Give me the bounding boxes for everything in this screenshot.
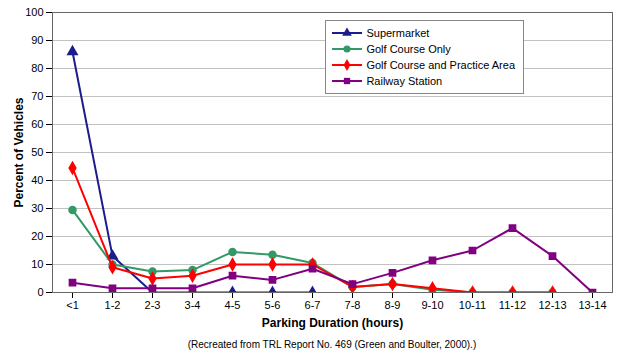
html-text:Golf Course and Practice Area: Golf Course and Practice Area bbox=[366, 59, 515, 71]
svg-text:2-3: 2-3 bbox=[145, 299, 161, 311]
svg-text:0: 0 bbox=[37, 286, 43, 298]
svg-text:100: 100 bbox=[25, 6, 43, 18]
svg-text:8-9: 8-9 bbox=[385, 299, 401, 311]
svg-text:10-11: 10-11 bbox=[459, 299, 486, 311]
svg-text:60: 60 bbox=[31, 118, 43, 130]
svg-text:20: 20 bbox=[31, 230, 43, 242]
svg-text:12-13: 12-13 bbox=[538, 299, 566, 311]
html-text:Golf Course Only: Golf Course Only bbox=[366, 43, 451, 55]
html-text:Supermarket: Supermarket bbox=[366, 27, 430, 39]
svg-text:3-4: 3-4 bbox=[185, 299, 201, 311]
svg-text:13-14: 13-14 bbox=[578, 299, 606, 311]
svg-text:10: 10 bbox=[31, 258, 43, 270]
svg-text:Percent of Vehicles: Percent of Vehicles bbox=[12, 97, 26, 207]
svg-text:5-6: 5-6 bbox=[265, 299, 281, 311]
svg-text:6-7: 6-7 bbox=[305, 299, 321, 311]
svg-text:9-10: 9-10 bbox=[421, 299, 443, 311]
svg-text:4-5: 4-5 bbox=[225, 299, 241, 311]
html-text:Railway Station: Railway Station bbox=[366, 75, 443, 87]
svg-text:40: 40 bbox=[31, 174, 43, 186]
svg-text:50: 50 bbox=[31, 146, 43, 158]
svg-text:30: 30 bbox=[31, 202, 43, 214]
svg-text:1-2: 1-2 bbox=[105, 299, 121, 311]
svg-text:Parking Duration (hours): Parking Duration (hours) bbox=[262, 316, 403, 330]
svg-text:90: 90 bbox=[31, 34, 43, 46]
html-text:(Recreated from TRL Report No.: (Recreated from TRL Report No. 469 (Gree… bbox=[187, 339, 477, 350]
svg-text:11-12: 11-12 bbox=[499, 299, 526, 311]
svg-text:70: 70 bbox=[31, 90, 43, 102]
svg-text:7-8: 7-8 bbox=[345, 299, 361, 311]
svg-text:80: 80 bbox=[31, 62, 43, 74]
svg-text:<1: <1 bbox=[66, 299, 79, 311]
